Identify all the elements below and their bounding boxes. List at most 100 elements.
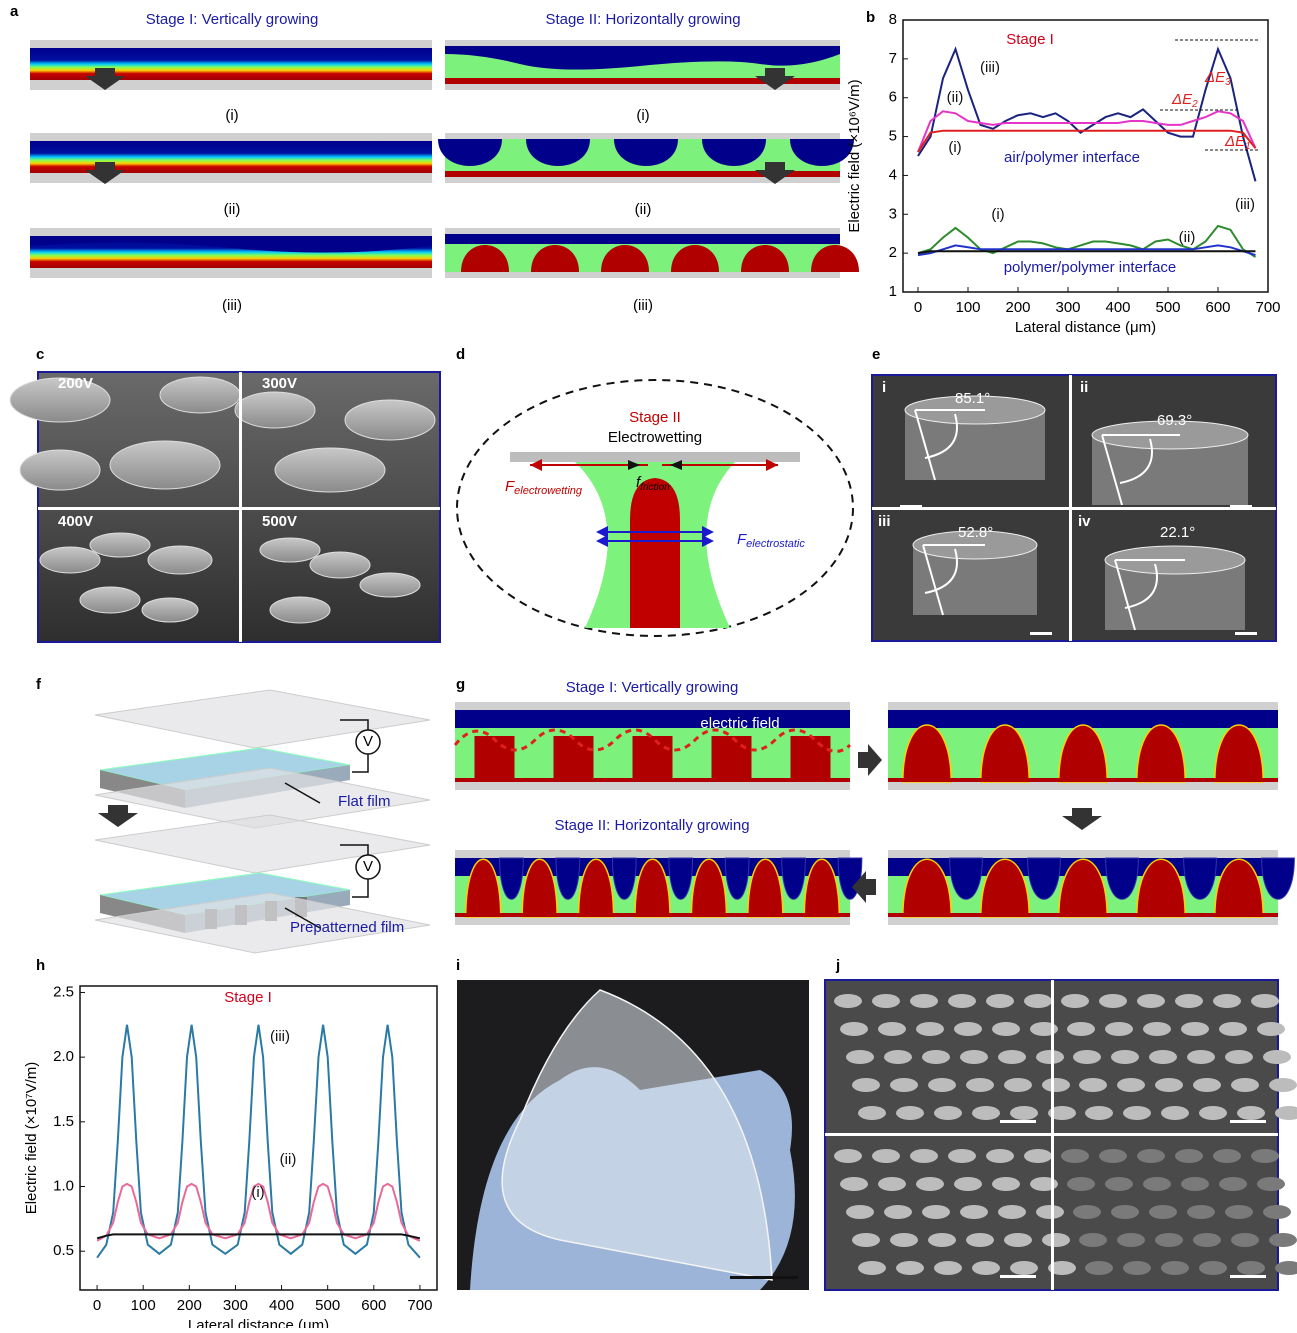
sub-label: iii — [878, 513, 891, 530]
pillar-top — [1213, 1149, 1241, 1163]
film — [30, 141, 432, 173]
pillar-top — [1042, 1078, 1070, 1092]
pillar-top — [1061, 994, 1089, 1008]
pillar-top — [1231, 1233, 1259, 1247]
pillar-top — [20, 450, 100, 490]
x-axis-title: Lateral distance (μm) — [188, 1317, 329, 1328]
y-tick-label: 2 — [889, 244, 897, 261]
mechanism-label: Electrowetting — [608, 429, 702, 446]
pillar-top — [1161, 1261, 1189, 1275]
step-label: (ii) — [224, 201, 241, 218]
pillar-top — [872, 994, 900, 1008]
angle-label: 52.8° — [958, 524, 993, 541]
pillar-top — [934, 1261, 962, 1275]
y-tick-label: 8 — [889, 11, 897, 28]
pillar-top — [1219, 1022, 1247, 1036]
pillar-top — [1149, 1050, 1177, 1064]
y-tick-label: 6 — [889, 89, 897, 106]
pillar-top — [1079, 1078, 1107, 1092]
pillar-top — [1036, 1050, 1064, 1064]
pillar-top — [1155, 1233, 1183, 1247]
pillar-top — [986, 994, 1014, 1008]
pillar-top — [1137, 994, 1165, 1008]
voltage-symbol: V — [363, 733, 373, 750]
annotation: (i) — [948, 139, 961, 156]
pillar — [712, 736, 752, 782]
illustrations — [10, 40, 1297, 1290]
pillar-top — [1099, 1149, 1127, 1163]
pillar-top — [1099, 994, 1127, 1008]
pillar-top — [1187, 1050, 1215, 1064]
pillar-top — [1024, 994, 1052, 1008]
pillar-top — [846, 1050, 874, 1064]
pillar-top — [1105, 1022, 1133, 1036]
pillar-top — [954, 1177, 982, 1191]
pillar-top — [1155, 1078, 1183, 1092]
pillar-top — [834, 1149, 862, 1163]
pillar-top — [1237, 1106, 1265, 1120]
pillar-top — [1237, 1261, 1265, 1275]
pillar-top — [1073, 1050, 1101, 1064]
pillar-top — [1123, 1261, 1151, 1275]
voltage-label: 300V — [262, 375, 297, 392]
panel-label: c — [36, 346, 44, 363]
annotation: Stage I — [1006, 31, 1054, 48]
x-tick-label: 300 — [223, 1297, 248, 1314]
pillar-top — [1175, 994, 1203, 1008]
pillar-top — [890, 1078, 918, 1092]
annotation: polymer/polymer interface — [1004, 259, 1177, 276]
delta-label: ΔE2 — [1171, 91, 1198, 110]
y-tick-label: 7 — [889, 50, 897, 67]
pillar-top — [1143, 1022, 1171, 1036]
pillar-top — [922, 1205, 950, 1219]
x-axis-title: Lateral distance (μm) — [1015, 319, 1156, 336]
pillar-top — [884, 1050, 912, 1064]
subscript: 3 — [1225, 77, 1231, 88]
pillar-top — [1213, 994, 1241, 1008]
pillar-top — [1175, 1149, 1203, 1163]
pillar-top — [858, 1261, 886, 1275]
series-line — [918, 111, 1256, 152]
step-label: (i) — [225, 107, 238, 124]
layer — [888, 778, 1278, 782]
y-tick-label: 1.0 — [53, 1177, 74, 1194]
pillar-top — [1219, 1177, 1247, 1191]
domain — [455, 710, 850, 728]
pillar-top — [1269, 1078, 1297, 1092]
pillar-top — [1085, 1106, 1113, 1120]
pillar-top — [840, 1177, 868, 1191]
x-tick-label: 200 — [177, 1297, 202, 1314]
panel-label: h — [36, 957, 45, 974]
subscript: electrostatic — [746, 538, 805, 550]
arrowhead — [596, 535, 608, 547]
series-line — [918, 251, 1256, 253]
pillar-top — [992, 1022, 1020, 1036]
pillar — [554, 736, 594, 782]
pillar-top — [852, 1233, 880, 1247]
chart: 010020030040050060070012345678Lateral di… — [846, 11, 1281, 336]
sub-label: iv — [1078, 513, 1091, 530]
pillar-top — [934, 1106, 962, 1120]
pillar-top — [1067, 1177, 1095, 1191]
pillar-top — [1181, 1022, 1209, 1036]
series-line — [918, 226, 1256, 257]
stage-title: Stage II: Horizontally growing — [545, 11, 740, 28]
pillar-top — [896, 1106, 924, 1120]
step-label: (iii) — [633, 297, 653, 314]
y-tick-label: 4 — [889, 166, 897, 183]
panel-label: a — [10, 3, 19, 20]
annotation: (iii) — [270, 1028, 290, 1045]
voltage-label: 400V — [58, 513, 93, 530]
x-tick-label: 400 — [1105, 299, 1130, 316]
pillar-top — [1231, 1078, 1259, 1092]
annotation: (i) — [251, 1184, 264, 1201]
scale-bar — [900, 505, 922, 508]
pillar — [630, 478, 680, 628]
pillar-top — [270, 597, 330, 623]
film-label: Prepatterned film — [290, 919, 404, 936]
force-label: Felectrostatic — [737, 531, 805, 550]
arrow — [1062, 808, 1102, 830]
pillar-top — [1269, 1233, 1297, 1247]
annotation: (ii) — [947, 89, 964, 106]
x-tick-label: 700 — [407, 1297, 432, 1314]
